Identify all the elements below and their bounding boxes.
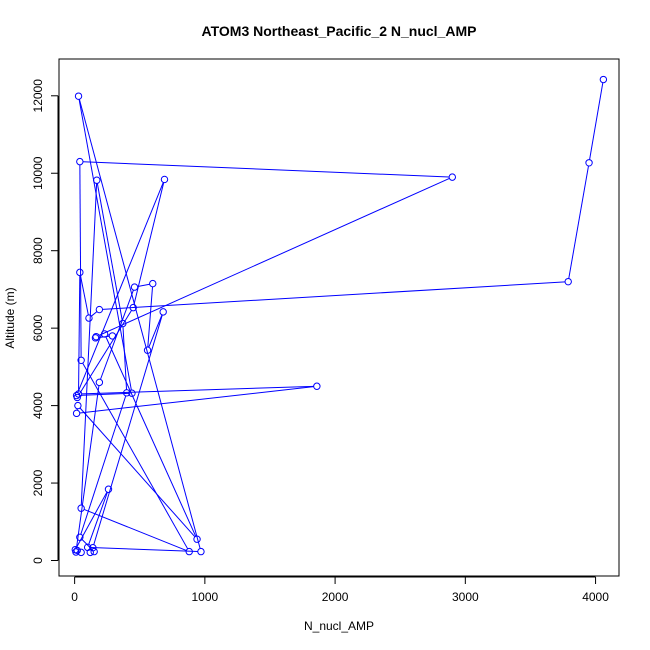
series-segment [91,311,98,317]
y-tick-label: 4000 [31,392,45,419]
series-segment [122,326,128,390]
data-point [448,173,457,181]
x-tick-label: 1000 [192,590,219,604]
series-segment [102,281,566,310]
data-point [585,159,593,167]
data-point [90,547,98,556]
data-point [149,279,157,288]
x-axis-label: N_nucl_AMP [304,619,374,633]
series-segment [88,492,108,545]
data-point [77,504,85,512]
series-segment [100,289,134,380]
data-point [100,330,109,338]
series-segment [79,386,314,414]
series-segment [82,362,189,550]
series-segment [78,99,132,391]
x-tick-label: 3000 [452,590,479,604]
y-tick-label: 10000 [31,156,45,190]
y-axis: 0 2000 4000 6000 8000 10000 12000 [31,79,59,564]
series-segment [147,286,154,348]
series-segment [589,82,604,160]
series-segment [83,508,187,551]
data-point [128,389,136,397]
y-tick-label: 6000 [31,314,45,341]
data-point [159,308,167,316]
series-segment [133,182,165,305]
series-line [75,82,604,552]
data-point [76,268,84,277]
data-point [83,543,92,552]
x-tick-label: 4000 [582,590,609,604]
series-segment [79,275,89,316]
data-point [93,176,101,184]
data-point [95,305,104,314]
series-segment [90,546,198,552]
series-segment [79,164,82,358]
data-point [74,92,83,100]
y-tick-label: 0 [31,557,45,564]
data-point [185,547,193,556]
chart-title: ATOM3 Northeast_Pacific_2 N_nucl_AMP [202,23,477,39]
data-point [76,157,84,166]
data-point [313,382,321,390]
data-point [95,378,104,387]
series-segment [80,183,98,506]
data-point [193,535,201,543]
series-segment [78,310,132,396]
y-tick-label: 12000 [31,79,45,113]
series-segment [78,275,81,391]
series-segment [568,165,589,279]
series-segment [77,182,164,393]
data-point [74,401,82,410]
plot-frame [58,58,620,577]
series-segment [75,385,100,549]
series-segment [93,314,163,545]
data-point [160,175,169,184]
series-segment [76,491,108,548]
y-axis-label: Altitude (m) [3,287,17,348]
data-point [73,393,81,402]
data-point [74,390,83,398]
series-segment [79,407,196,538]
data-point [599,75,608,84]
series-segment [105,336,197,537]
data-point [123,389,131,397]
y-tick-label: 8000 [31,237,45,264]
series-segment [98,177,450,336]
data-point [71,545,79,554]
series-points [71,75,608,557]
data-point [72,409,81,418]
series-segment [81,385,314,395]
data-point [130,283,139,291]
x-tick-label: 2000 [322,590,349,604]
data-point [89,544,97,552]
data-point [76,533,84,541]
x-tick-label: 0 [71,590,78,604]
y-tick-label: 2000 [31,469,45,496]
data-point [104,485,113,493]
data-point [129,303,137,312]
series-segment [148,314,163,348]
data-point [119,319,127,328]
series-segment [79,392,129,396]
data-point [108,332,117,340]
series-segment [83,161,450,178]
data-point [77,548,85,557]
series-segment [80,395,127,535]
data-point [197,547,205,556]
series-segment [78,99,201,549]
series-segment [96,183,123,321]
data-point [85,314,93,322]
data-point [564,277,572,286]
data-point [92,332,100,341]
x-axis: 0 1000 2000 3000 4000 [71,576,609,604]
data-point [77,356,85,364]
data-point [143,346,152,354]
series-segment [137,283,150,287]
